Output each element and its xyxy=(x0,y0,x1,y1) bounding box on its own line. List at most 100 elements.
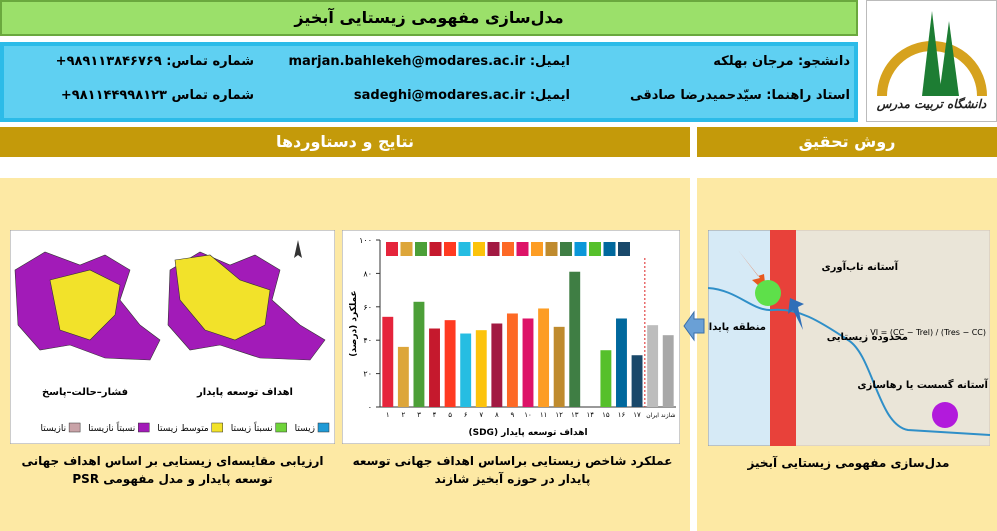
legend-swatch xyxy=(211,422,223,433)
bar xyxy=(506,313,518,407)
logo: دانشگاه تربیت مدرس xyxy=(866,0,997,122)
arrow xyxy=(738,250,766,292)
caption: عملکرد شاخص زیستایی براساس اهداف جهانی ت… xyxy=(352,454,673,486)
info-text: شماره تماس ۹۸۱۱۴۴۹۹۸۱۲۳+ xyxy=(60,88,254,103)
sdg-icon xyxy=(400,242,413,256)
map-title: اهداف توسعه پایدار xyxy=(196,387,293,398)
sdg-icon xyxy=(589,242,601,256)
legend-swatch xyxy=(275,422,287,433)
bar xyxy=(647,325,659,407)
x-tick-label: ۵ xyxy=(448,411,452,419)
legend-label: نسبتاً نازیستا xyxy=(88,421,135,434)
diagram-label: محدوده زیستایی xyxy=(827,332,908,343)
x-tick-label: ۱۴ xyxy=(587,411,595,419)
x-tick-label: ۷ xyxy=(479,411,483,419)
bar xyxy=(600,350,612,407)
y-tick-label: ۶۰ xyxy=(363,303,372,312)
x-tick-label: ایران xyxy=(646,412,659,419)
logo-tree xyxy=(922,11,942,96)
bar xyxy=(429,328,440,407)
sdg-icon xyxy=(458,242,471,256)
sdg-icon xyxy=(444,242,456,256)
legend-label: زیستا xyxy=(295,424,315,434)
info-inner xyxy=(4,46,854,118)
caption: ارزیابی مقایسه‌ای زیستایی بر اساس اهداف … xyxy=(21,454,324,486)
x-tick-label: ۶ xyxy=(464,411,468,419)
sdg-icon xyxy=(473,242,485,256)
bar xyxy=(616,318,627,407)
ball xyxy=(755,280,781,306)
section-header: روش تحقیق xyxy=(697,127,997,157)
legend-label: نازیستا xyxy=(41,424,67,434)
map-region xyxy=(174,254,271,341)
caption: مدل‌سازی مفهومی زیستایی آبخیز xyxy=(747,456,950,470)
header: مدل‌سازی مفهومی زیستایی آبخیز xyxy=(0,0,858,36)
legend-label: متوسط زیستا xyxy=(157,424,209,434)
map-region xyxy=(49,269,121,341)
bar xyxy=(553,326,565,407)
diagram-label: منطقه پایدار xyxy=(708,322,766,333)
bar xyxy=(397,346,409,407)
x-tick-label: ۱۷ xyxy=(633,411,641,419)
info-text: شماره تماس: ۹۸۹۱۱۳۸۴۶۷۶۹+ xyxy=(55,54,254,69)
bar xyxy=(475,330,487,407)
sdg-icon xyxy=(574,242,587,256)
title: مدل‌سازی مفهومی زیستایی آبخیز xyxy=(294,8,564,27)
x-tick-label: ۱۰ xyxy=(524,411,532,419)
map-title: فشار–حالت–پاسخ xyxy=(42,387,128,398)
x-tick-label: ۸ xyxy=(495,411,499,419)
sdg-icon xyxy=(516,242,529,256)
legend-label: نسبتاً زیستا xyxy=(231,421,273,434)
y-tick-label: ۸۰ xyxy=(363,269,372,278)
bar xyxy=(522,318,534,407)
sdg-icon xyxy=(429,242,442,256)
sdg-icon xyxy=(531,242,543,256)
bar xyxy=(382,316,394,407)
logo-art xyxy=(877,11,987,97)
bar xyxy=(538,308,550,407)
sdg-icon xyxy=(545,242,558,256)
info-box: دانشجو: مرجان بهلکه ایمیل: marjan.bahleke… xyxy=(0,42,858,122)
sdg-icon xyxy=(502,242,514,256)
diagram: آستانه تاب‌آوری منطقه پایدار محدوده زیستای… xyxy=(708,230,990,446)
bar xyxy=(662,335,674,407)
bar xyxy=(631,355,643,407)
y-axis-label: عملکرد (درصد) xyxy=(349,290,359,356)
x-tick-label: ۳ xyxy=(417,411,421,419)
y-tick-label: ۴۰ xyxy=(363,336,372,345)
x-tick-label: شازند xyxy=(661,412,676,419)
y-tick-label: ۲۰ xyxy=(363,370,372,379)
x-tick-label: ۹ xyxy=(511,411,515,419)
info-text: دانشجو: مرجان بهلکه xyxy=(713,54,850,69)
x-tick-label: ۱۶ xyxy=(618,411,626,419)
x-axis-label: اهداف توسعه پایدار (SDG) xyxy=(468,428,587,438)
formula: VI = (CC − Trel) / (Tres − CC) xyxy=(870,328,986,337)
x-tick-label: ۴ xyxy=(433,411,437,419)
x-tick-label: ۱۵ xyxy=(602,411,610,419)
x-tick-label: ۱۳ xyxy=(571,411,579,419)
north-arrow xyxy=(294,240,302,258)
info-text: ایمیل: sadeghi@modares.ac.ir xyxy=(353,88,570,103)
arrow xyxy=(788,298,804,330)
legend-swatch xyxy=(138,422,150,433)
band xyxy=(796,230,990,446)
legend-swatch xyxy=(317,422,330,433)
section-header: نتایج و دستاوردها xyxy=(0,127,690,157)
info-text: ایمیل: marjan.bahlekeh@modares.ac.ir xyxy=(288,54,570,69)
threshold-band xyxy=(770,230,796,446)
sdg-icon xyxy=(487,242,500,256)
logo-tree xyxy=(939,21,959,96)
arrow-shape xyxy=(683,310,705,342)
bar xyxy=(460,333,472,407)
sdg-icon xyxy=(618,242,630,256)
bar xyxy=(413,301,425,407)
curve xyxy=(708,287,990,436)
bar xyxy=(569,271,581,407)
diagram-label: آستانه تاب‌آوری xyxy=(821,260,898,273)
map-figure: فشار–حالت–پاسخ اهداف توسعه پایدار زیستا نسب… xyxy=(10,230,335,444)
bar xyxy=(491,323,503,407)
sdg-icon xyxy=(415,242,427,256)
y-tick-label: ۱۰۰ xyxy=(359,236,372,245)
